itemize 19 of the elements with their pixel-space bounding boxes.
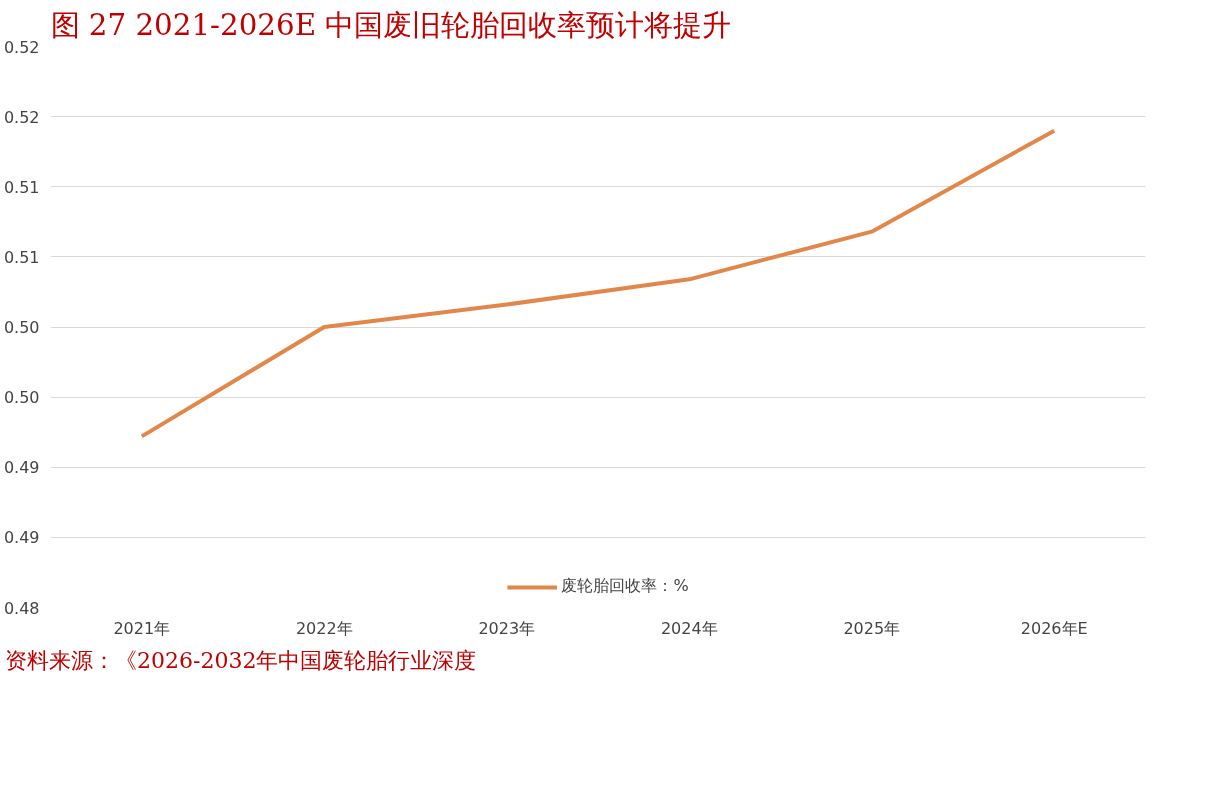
x-tick-label: 2024年	[660, 618, 718, 638]
y-tick-label: 0.49	[3, 528, 40, 548]
text: 资料来源：《2026-2032年中国废轮胎行业深度	[5, 647, 477, 675]
y-tick-label: 0.51	[3, 177, 40, 197]
x-tick-label: 2021年	[113, 618, 171, 638]
y-tick-label: 0.48	[3, 598, 40, 618]
y-tick-label: 0.50	[3, 318, 40, 337]
y-tick-label: 0.50	[3, 388, 40, 408]
x-tick-label: 2026年E	[1020, 618, 1088, 638]
y-tick-label: 0.52	[3, 37, 40, 57]
x-tick-label: 2022年	[295, 618, 353, 638]
chart-title: 图 27 2021-2026E 中国废旧轮胎回收率预计将提升	[50, 7, 732, 42]
line-series	[139, 128, 1057, 439]
y-tick-label: 0.52	[3, 107, 40, 127]
y-tick-label: 0.49	[3, 458, 40, 478]
y-tick-label: 0.51	[3, 247, 40, 267]
legend-label: 废轮胎回收率：%	[561, 576, 689, 597]
x-tick-label: 2025年	[843, 618, 901, 638]
x-tick-label: 2023年	[478, 618, 536, 638]
